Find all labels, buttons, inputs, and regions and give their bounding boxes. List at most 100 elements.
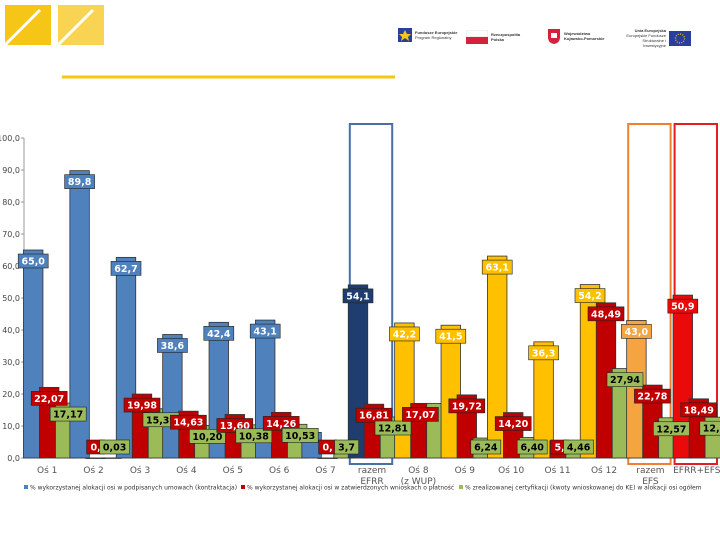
bar-s1-efrr-efs [672,294,693,459]
data-label-s2-o-4: 14,63 [173,418,203,429]
eu-flag-icon [669,30,691,46]
data-label-box-s1 [249,323,281,339]
data-label-s2-razem-efrr: 16,81 [359,411,389,422]
data-label-s1-efrr-efs: 50,9 [671,302,694,313]
data-label-box-s3 [606,372,644,387]
data-label-box-s2 [680,402,718,418]
category-label-o-5: Oś 5 [223,465,243,476]
brand-stripe-1 [3,8,42,47]
data-label-s3-razem-efrr: 12,81 [378,424,408,435]
data-label-box-s2 [448,398,486,414]
data-label-box-s3 [189,429,226,444]
data-label-s2-o-5: 13,60 [220,421,250,432]
highlight-box-razem-efs [627,123,672,465]
data-label-s3-o-10: 6,40 [520,443,544,454]
data-label-s3-razem-efs: 12,57 [656,424,686,435]
data-label-box-s2 [30,391,68,406]
pl-flag-icon [466,30,488,44]
category-label-o-4: Oś 4 [176,465,197,476]
category-label-razem-efrr: razem EFRR [358,466,386,487]
data-label-s3-efrr-efs: 12,75 [703,424,720,435]
category-label-razem-efs: razem EFS [636,466,664,487]
header-logo-bar: Fundusze Europejskie Program Regionalny R… [0,0,720,90]
category-label-o-9: Oś 9 [455,465,476,476]
data-label-box-s2 [494,416,532,431]
fe-star-icon [398,28,412,42]
data-label-s2-o-12: 48,49 [591,309,621,320]
data-label-box-s3 [49,406,87,422]
bar-s1-o-10 [487,255,508,459]
y-tick-label: 70,0 [2,230,20,239]
data-label-s2-o-6: 14,26 [266,419,296,430]
data-label-box-s1 [342,288,374,304]
data-label-box-s3 [563,439,594,455]
coat-of-arms-icon [548,29,560,44]
category-label-o-6: Oś 6 [269,465,290,476]
data-label-box-s3 [281,428,319,443]
legend-swatch-payment [241,485,245,489]
data-label-s1-o-8-z-wup: 42,2 [393,329,416,340]
logo-rzeczpospolita: Rzeczpospolita Polska [466,30,521,44]
data-label-box-s1 [481,259,513,275]
data-label-box-s1 [667,298,699,314]
data-label-s3-o-11: 4,46 [567,443,591,454]
data-label-s3-o-6: 10,53 [285,431,315,442]
data-label-box-s1 [574,288,606,303]
data-label-s1-o-6: 43,1 [253,327,276,338]
y-tick-label: 10,0 [2,422,20,431]
brand-graphic [3,5,395,79]
category-label-efrr-efs: EFRR+EFS [673,466,720,476]
data-label-s1-o-2: 89,8 [68,177,92,188]
data-label-s1-o-10: 63,1 [485,263,508,274]
data-label-box-s2 [123,397,161,413]
category-label-o-10: Oś 10 [498,465,524,476]
data-label-s1-razem-efs: 43,0 [625,327,649,338]
legend-swatch-certification [459,485,463,489]
data-label-s3-o-12: 27,94 [610,375,640,386]
logo-fundusze-sub: Program Regionalny [415,35,452,40]
data-label-s1-o-3: 62,7 [114,264,137,275]
data-label-s2-o-9: 19,72 [452,401,482,412]
data-label-s2-razem-efs: 22,78 [637,392,667,403]
logo-fundusze-name: Fundusze Europejskie [415,30,458,35]
data-label-box-s2 [587,306,625,322]
data-label-s1-o-1: 65,0 [21,257,45,268]
y-tick-label: 40,0 [2,326,20,335]
brand-stripe-2 [56,8,95,47]
data-label-box-s3 [99,439,130,455]
data-label-box-s1 [528,345,559,361]
data-label-box-s3 [653,421,690,437]
y-tick-label: 20,0 [2,390,20,399]
legend-swatch-contract [24,485,28,489]
logo-woj-name: Województwo Kujawsko-Pomorskie [564,31,605,41]
data-label-s2-o-11: 5, [554,443,564,454]
data-label-box-s1 [64,174,95,189]
data-label-s1-o-11: 36,3 [532,348,555,359]
category-label-o-11: Oś 11 [545,465,571,476]
data-label-box-s2 [262,416,300,431]
logo-unia: Unia Europejska Europejskie Fundusze Stru… [620,28,691,48]
data-label-box-s2 [634,388,671,404]
data-label-box-s3 [334,439,359,455]
data-label-s2-efrr-efs: 18,49 [684,405,714,416]
category-label-o-1: Oś 1 [37,465,57,476]
data-label-s1-o-9: 41,5 [439,332,462,343]
y-tick-label: 80,0 [2,198,20,207]
category-label-o-3: Oś 3 [130,465,150,476]
bar-s1-o-1 [23,249,44,459]
y-tick-label: 100,0 [0,134,20,143]
data-label-box-s1 [157,338,188,353]
data-label-box-s1 [110,261,142,276]
data-label-s3-o-4: 10,20 [192,432,222,443]
data-label-box-s2 [402,407,439,422]
data-label-s2-o-2: 0, [90,443,100,454]
data-label-s1-o-12: 54,2 [578,291,601,302]
data-label-s3-o-3: 15,39 [146,415,176,426]
logo-ue-sub: Europejskie Fundusze Strukturalne i Inwe… [626,33,666,48]
bar-s1-o-11 [533,341,554,459]
data-label-box-s2 [355,407,393,423]
category-label-o-12: Oś 12 [591,465,617,476]
data-label-box-s3 [699,420,720,436]
data-label-box-s3 [516,439,548,455]
